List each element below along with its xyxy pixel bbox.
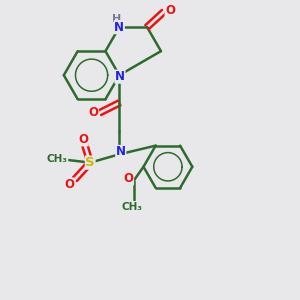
- Text: O: O: [88, 106, 98, 119]
- Text: O: O: [165, 4, 175, 17]
- Text: N: N: [114, 21, 124, 34]
- Text: N: N: [115, 70, 125, 83]
- Text: CH₃: CH₃: [47, 154, 68, 164]
- Text: CH₃: CH₃: [122, 202, 143, 212]
- Text: H: H: [112, 14, 122, 24]
- Text: O: O: [124, 172, 134, 185]
- Text: O: O: [78, 133, 88, 146]
- Text: N: N: [116, 146, 126, 158]
- Text: S: S: [85, 156, 95, 169]
- Text: O: O: [64, 178, 74, 191]
